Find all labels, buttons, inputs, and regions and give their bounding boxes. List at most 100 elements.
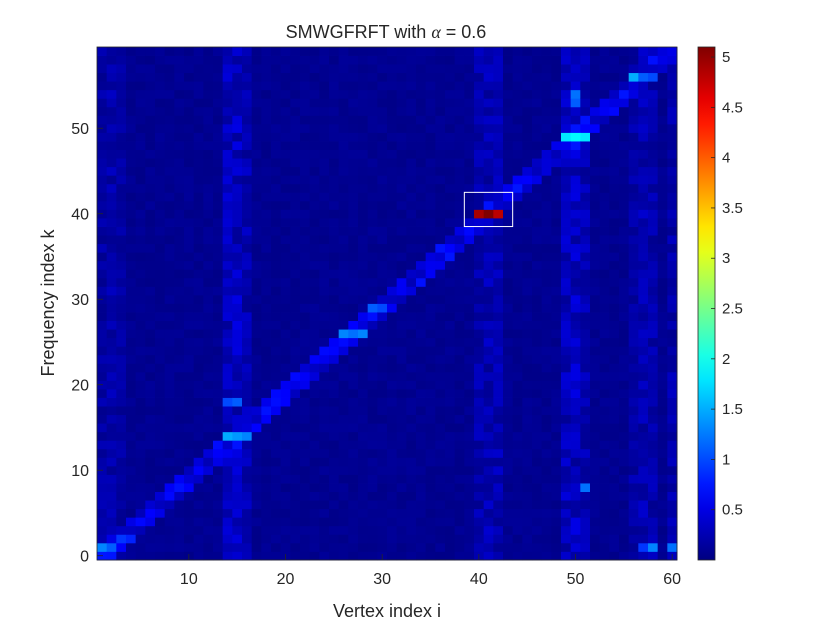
heatmap-cell (261, 252, 272, 262)
heatmap-cell (261, 337, 272, 347)
heatmap-cell (290, 406, 301, 416)
heatmap-cell (242, 440, 253, 450)
heatmap-cell (300, 149, 311, 159)
heatmap-cell (377, 448, 388, 458)
heatmap-cell (406, 508, 417, 518)
heatmap-cell (454, 277, 465, 287)
heatmap-cell (145, 141, 156, 150)
heatmap-cell (406, 226, 417, 236)
heatmap-cell (619, 517, 630, 527)
heatmap-cell (609, 534, 620, 544)
heatmap-cell (483, 115, 494, 125)
heatmap-cell (271, 81, 282, 91)
heatmap-cell (435, 483, 446, 492)
heatmap-cell (619, 141, 630, 150)
heatmap-cell (657, 192, 668, 202)
heatmap-cell (406, 81, 417, 91)
heatmap-cell (619, 115, 630, 125)
heatmap-cell (590, 337, 601, 347)
heatmap-cell (329, 423, 340, 433)
heatmap-cell (551, 380, 562, 390)
heatmap-cell (135, 525, 146, 535)
heatmap-cell (590, 89, 601, 99)
heatmap-cell (425, 209, 436, 219)
heatmap-cell (638, 457, 649, 467)
heatmap-cell (522, 363, 533, 373)
heatmap-cell (251, 320, 262, 330)
heatmap-cell (590, 431, 601, 441)
heatmap-cell (464, 141, 475, 150)
heatmap-cell (242, 406, 253, 416)
heatmap-cell (657, 72, 668, 82)
heatmap-cell (406, 380, 417, 390)
heatmap-cell (512, 141, 523, 150)
heatmap-cell (348, 141, 359, 150)
heatmap-cell (126, 277, 137, 287)
heatmap-cell (280, 380, 291, 390)
heatmap-cell (261, 141, 272, 150)
heatmap-cell (474, 243, 485, 253)
heatmap-cell (232, 380, 243, 390)
heatmap-cell (406, 286, 417, 296)
heatmap-cell (503, 525, 514, 535)
heatmap-cell (319, 192, 330, 202)
heatmap-cell (290, 89, 301, 99)
heatmap-cell (590, 260, 601, 270)
heatmap-cell (599, 47, 610, 56)
heatmap-cell (145, 286, 156, 296)
heatmap-cell (193, 123, 204, 133)
heatmap-cell (580, 252, 591, 262)
heatmap-cell (338, 525, 349, 535)
heatmap-cell (416, 286, 427, 296)
heatmap-cell (300, 72, 311, 82)
heatmap-cell (580, 226, 591, 236)
heatmap-cell (435, 175, 446, 185)
heatmap-cell (454, 457, 465, 467)
heatmap-cell (319, 166, 330, 176)
heatmap-cell (445, 98, 456, 108)
heatmap-cell (396, 55, 407, 65)
heatmap-cell (184, 192, 195, 202)
heatmap-cell (396, 226, 407, 236)
heatmap-cell (164, 209, 175, 219)
heatmap-cell (387, 448, 398, 458)
heatmap-cell (116, 277, 127, 287)
heatmap-cell (503, 534, 514, 544)
heatmap-cell (271, 483, 282, 492)
heatmap-cell (232, 158, 243, 168)
heatmap-cell (416, 141, 427, 150)
heatmap-cell (599, 354, 610, 364)
heatmap-cell (377, 141, 388, 150)
heatmap-cell (667, 158, 678, 168)
heatmap-cell (261, 534, 272, 544)
heatmap-cell (667, 380, 678, 390)
heatmap-cell (271, 346, 282, 356)
heatmap-cell (155, 363, 166, 373)
heatmap-cell (667, 47, 678, 56)
heatmap-cell (387, 320, 398, 330)
heatmap-cell (329, 123, 340, 133)
heatmap-cell (551, 47, 562, 56)
heatmap-cell (97, 448, 108, 458)
heatmap-cell (300, 226, 311, 236)
heatmap-cell (657, 491, 668, 501)
heatmap-cell (396, 320, 407, 330)
heatmap-cell (609, 149, 620, 159)
heatmap-cell (164, 226, 175, 236)
heatmap-cell (445, 312, 456, 321)
heatmap-cell (116, 431, 127, 441)
heatmap-cell (406, 132, 417, 142)
heatmap-cell (329, 440, 340, 450)
heatmap-cell (590, 551, 601, 561)
heatmap-cell (155, 397, 166, 407)
heatmap-cell (280, 115, 291, 125)
heatmap-cell (338, 89, 349, 99)
heatmap-cell (628, 406, 639, 416)
heatmap-cell (329, 277, 340, 287)
heatmap-cell (145, 277, 156, 287)
heatmap-cell (213, 72, 224, 82)
heatmap-cell (358, 329, 369, 339)
heatmap-cell (387, 406, 398, 416)
heatmap-cell (271, 525, 282, 535)
heatmap-cell (319, 209, 330, 219)
